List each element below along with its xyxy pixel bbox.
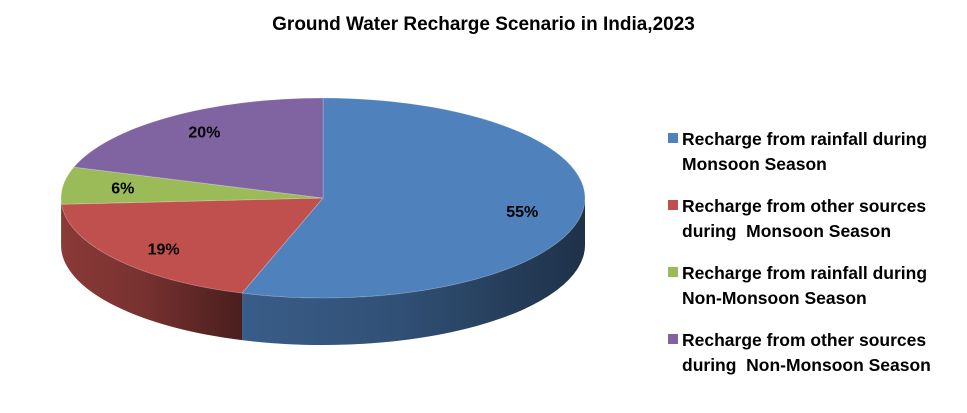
- legend-item: Recharge from other sources during Non-M…: [668, 328, 963, 395]
- chart-title: Ground Water Recharge Scenario in India,…: [272, 14, 695, 35]
- data-label: 6%: [111, 181, 134, 198]
- data-label: 55%: [506, 204, 538, 221]
- pie-tops: [60, 97, 586, 299]
- legend-item: Recharge from other sources during Monso…: [668, 194, 963, 261]
- pie-slice-side-shade: [242, 198, 586, 346]
- pie-slice: [61, 197, 324, 294]
- legend-swatch: [668, 200, 678, 210]
- legend-label: Recharge from rainfall during Non-Monsoo…: [682, 263, 928, 308]
- legend-label: Recharge from other sources during Non-M…: [682, 330, 931, 375]
- pie-slice: [241, 97, 586, 299]
- pie-sides: [61, 198, 586, 346]
- legend-item: Recharge from rainfall during Monsoon Se…: [668, 127, 963, 194]
- pie-slice-side-shade: [61, 198, 62, 252]
- data-label: 19%: [148, 241, 180, 258]
- legend-swatch: [668, 267, 678, 277]
- legend-label: Recharge from rainfall during Monsoon Se…: [682, 129, 928, 174]
- data-label: 20%: [188, 125, 220, 142]
- legend: Recharge from rainfall during Monsoon Se…: [668, 127, 963, 395]
- legend-item: Recharge from rainfall during Non-Monsoo…: [668, 261, 963, 328]
- legend-label: Recharge from other sources during Monso…: [682, 196, 927, 241]
- pie-slice-side-shade: [61, 204, 243, 341]
- pie-slice: [60, 166, 324, 205]
- pie-labels: 55% 19% 6% 20%: [111, 125, 538, 259]
- legend-swatch: [668, 334, 678, 344]
- pie-slice: [73, 97, 324, 199]
- legend-swatch: [668, 133, 678, 143]
